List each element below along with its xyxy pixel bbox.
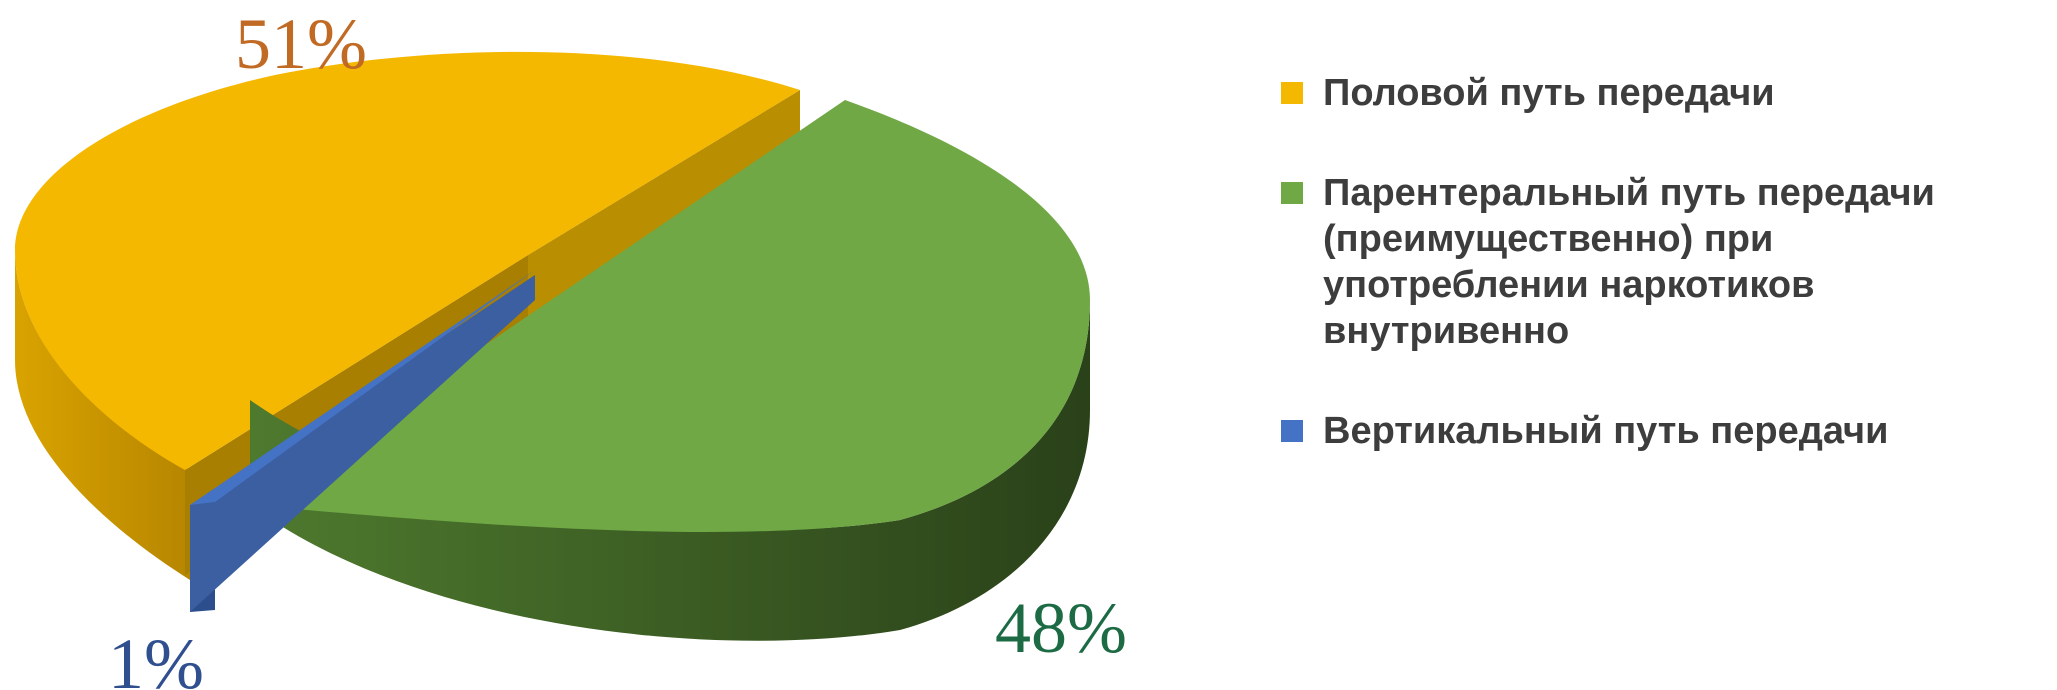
legend-item-vertical: Вертикальный путь передачи <box>1245 408 2045 454</box>
data-label-vertical: 1% <box>108 624 204 690</box>
legend-label-parenteral: Парентеральный путь передачи (преимущест… <box>1323 172 1935 352</box>
pie-slice-vertical-top <box>190 270 535 505</box>
legend-swatch-sexual <box>1281 82 1303 104</box>
legend-label-vertical: Вертикальный путь передачи <box>1323 410 1889 452</box>
legend-label-sexual: Половой путь передачи <box>1323 72 1775 114</box>
pie-slice-parenteral-top <box>250 100 1090 532</box>
data-label-sexual: 51% <box>235 4 367 84</box>
legend-item-sexual: Половой путь передачи <box>1245 70 2045 116</box>
pie-slice-parenteral-side <box>250 300 1090 641</box>
legend-item-parenteral: Парентеральный путь передачи (преимущест… <box>1245 170 2045 354</box>
pie-slice-sexual-top <box>15 51 800 471</box>
legend: Половой путь передачи Парентеральный пут… <box>1245 70 2045 508</box>
pie-slice-sexual-side <box>15 250 190 580</box>
pie-slice-vertical <box>190 270 535 612</box>
data-label-parenteral: 48% <box>995 588 1127 668</box>
pie-slice-vertical-wall <box>190 275 535 612</box>
legend-swatch-vertical <box>1281 420 1303 442</box>
pie-slice-parenteral <box>250 100 1090 641</box>
legend-swatch-parenteral <box>1281 182 1303 204</box>
